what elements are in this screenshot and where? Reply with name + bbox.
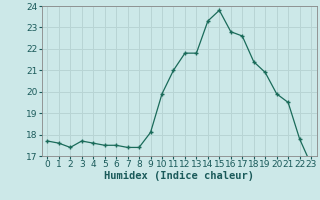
X-axis label: Humidex (Indice chaleur): Humidex (Indice chaleur) [104,171,254,181]
